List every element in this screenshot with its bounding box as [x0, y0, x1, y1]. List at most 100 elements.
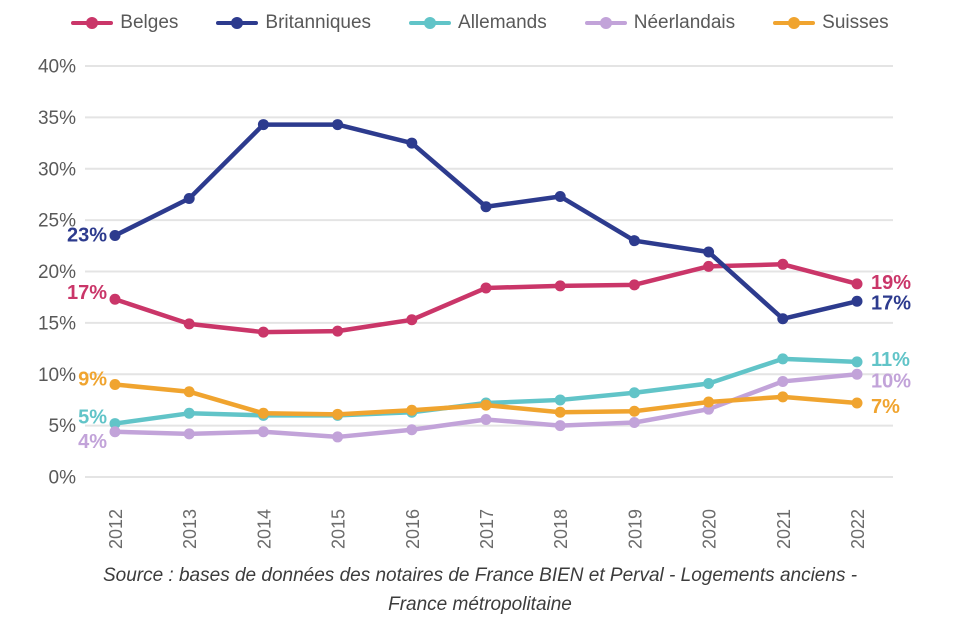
y-axis-tick-label: 25% — [38, 211, 76, 232]
x-axis-year-label: 2014 — [254, 509, 274, 549]
legend-line-marker-icon — [216, 17, 259, 29]
data-point — [777, 258, 789, 270]
source-line-1: Source : bases de données des notaires d… — [102, 565, 858, 586]
y-axis-tick-label: 0% — [49, 468, 77, 489]
x-axis-year-label: 2013 — [180, 509, 200, 549]
y-axis-tick-label: 5% — [49, 416, 77, 437]
legend-label: Allemands — [458, 12, 547, 33]
legend-item-allemands: Allemands — [409, 12, 547, 34]
source-line-2: France métropolitaine — [388, 593, 572, 615]
data-point — [628, 417, 640, 429]
x-axis-year-label: 2017 — [477, 509, 497, 549]
data-point — [109, 379, 121, 391]
data-point — [480, 413, 492, 425]
series-line-allemands — [112, 356, 860, 426]
source-caption: Source : bases de données des notaires d… — [0, 562, 960, 619]
series-start-value-label: 5% — [78, 407, 107, 429]
data-point — [777, 391, 789, 403]
data-point — [332, 431, 344, 443]
legend-item-belges: Belges — [71, 12, 178, 34]
y-axis-tick-label: 30% — [38, 159, 76, 180]
series-start-value-label: 4% — [78, 431, 107, 453]
data-point — [851, 356, 863, 368]
legend-dot-icon — [86, 17, 99, 29]
data-point — [480, 399, 492, 411]
data-point — [406, 137, 418, 149]
y-axis-tick-label: 10% — [38, 365, 76, 386]
legend-label: Britanniques — [265, 12, 372, 33]
legend-line-marker-icon — [584, 17, 627, 29]
data-point — [777, 353, 789, 365]
data-point — [332, 408, 344, 420]
data-point — [554, 190, 566, 202]
data-point — [183, 407, 195, 419]
legend-dot-icon — [788, 17, 801, 29]
legend-dot-icon — [231, 17, 244, 29]
data-point — [183, 428, 195, 440]
line-chart-plot: 0%5%10%15%20%25%30%35%40%2012 2013 2014 201… — [38, 57, 911, 550]
legend-line-marker-icon — [773, 17, 816, 29]
data-point — [703, 377, 715, 389]
legend-dot-icon — [424, 17, 437, 29]
data-point — [257, 407, 269, 419]
data-point — [703, 260, 715, 272]
data-point — [851, 368, 863, 380]
data-point — [109, 293, 121, 305]
legend-item-britanniques: Britanniques — [216, 12, 371, 34]
data-point — [628, 387, 640, 399]
data-point — [406, 314, 418, 326]
series-end-value-label: 7% — [871, 396, 900, 418]
data-point — [554, 420, 566, 432]
data-point — [257, 326, 269, 338]
data-point — [703, 396, 715, 408]
data-point — [183, 193, 195, 205]
legend-label: Suisses — [822, 12, 889, 33]
x-axis-year-label: 2022 — [848, 509, 868, 549]
x-axis-year-label: 2020 — [700, 509, 720, 549]
data-point — [628, 405, 640, 417]
x-axis-year-label: 2021 — [774, 509, 794, 549]
legend-item-neerlandais: Néerlandais — [584, 12, 736, 34]
data-point — [183, 386, 195, 398]
data-point — [777, 375, 789, 387]
data-point — [109, 230, 121, 242]
legend-label: Néerlandais — [633, 12, 736, 33]
legend-line-marker-icon — [409, 17, 452, 29]
series-start-value-label: 23% — [67, 225, 107, 247]
data-point — [777, 313, 789, 325]
data-point — [851, 295, 863, 307]
data-point — [628, 279, 640, 291]
data-point — [851, 278, 863, 290]
data-point — [109, 418, 121, 430]
data-point — [332, 119, 344, 131]
x-axis-year-label: 2016 — [403, 509, 423, 549]
y-axis-tick-label: 35% — [38, 108, 76, 129]
series-start-value-label: 17% — [67, 282, 107, 304]
x-axis-year-label: 2019 — [625, 509, 645, 549]
series-start-value-label: 9% — [78, 369, 107, 391]
data-point — [554, 394, 566, 406]
chart-legend: Belges Britanniques Allemands Néerlandais Su… — [0, 12, 960, 34]
legend-dot-icon — [599, 17, 612, 29]
data-point — [332, 325, 344, 337]
legend-item-suisses: Suisses — [773, 12, 889, 34]
data-point — [480, 201, 492, 213]
data-point — [703, 246, 715, 258]
data-point — [554, 280, 566, 292]
data-point — [480, 282, 492, 294]
data-point — [628, 235, 640, 247]
data-point — [406, 404, 418, 416]
data-point — [257, 119, 269, 131]
series-end-value-label: 11% — [871, 349, 910, 371]
data-point — [406, 424, 418, 436]
y-axis-tick-label: 20% — [38, 262, 76, 283]
legend-line-marker-icon — [71, 17, 114, 29]
series-end-value-label: 10% — [871, 370, 911, 392]
series-end-value-label: 19% — [871, 272, 911, 294]
x-axis-year-label: 2018 — [551, 509, 571, 549]
x-axis-year-label: 2015 — [329, 509, 349, 549]
x-axis-year-label: 2012 — [106, 509, 126, 549]
legend-label: Belges — [120, 12, 179, 33]
data-point — [257, 426, 269, 438]
